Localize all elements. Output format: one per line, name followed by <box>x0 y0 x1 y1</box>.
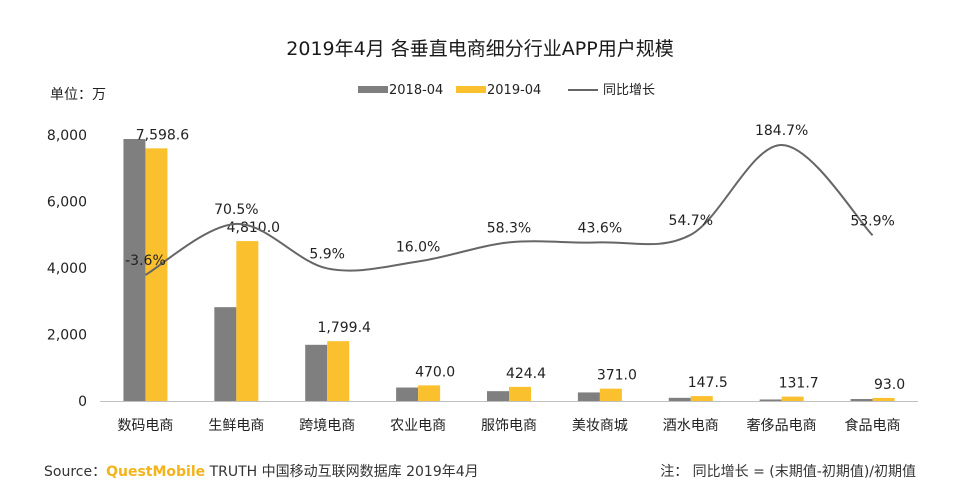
bar-2019-label: 147.5 <box>688 375 728 391</box>
growth-label: 70.5% <box>214 202 258 218</box>
formula-note: 注： 同比增长 = (末期值-初期值)/初期值 <box>660 464 916 480</box>
bar-2019 <box>509 386 531 401</box>
bar-2019-label: 131.7 <box>779 376 819 392</box>
y-tick-label: 8,000 <box>47 128 87 144</box>
source-prefix: Source： <box>44 464 107 480</box>
growth-label: -3.6% <box>125 253 166 269</box>
unit-label: 单位：万 <box>50 87 106 103</box>
bar-2018 <box>487 391 509 401</box>
y-tick-label: 6,000 <box>47 195 87 211</box>
bar-2019-label: 371.0 <box>597 368 637 384</box>
category-label: 奢侈品电商 <box>747 418 817 434</box>
category-label: 食品电商 <box>845 417 901 434</box>
bar-2019-label: 424.4 <box>506 366 546 382</box>
bar-2019 <box>145 148 168 401</box>
bar-2019-label: 470.0 <box>415 364 455 380</box>
category-label: 酒水电商 <box>663 418 719 434</box>
bar-2018 <box>759 399 782 401</box>
bar-2019 <box>236 241 259 401</box>
bar-2018 <box>396 387 419 401</box>
category-label: 跨境电商 <box>299 418 355 434</box>
bar-2018 <box>305 344 328 401</box>
growth-label: 5.9% <box>309 246 345 262</box>
bar-2018 <box>668 397 691 401</box>
legend-label-growth: 同比增长 <box>603 83 655 98</box>
bar-2019-label: 7,598.6 <box>136 127 190 143</box>
legend-swatch-1 <box>358 86 388 93</box>
bar-2019 <box>690 396 713 401</box>
bar-2019 <box>872 397 895 401</box>
bar-2019 <box>781 396 804 401</box>
bar-2018 <box>850 399 873 401</box>
category-label: 服饰电商 <box>481 418 537 434</box>
y-tick-label: 0 <box>78 394 87 410</box>
bar-2019 <box>599 388 622 401</box>
growth-label: 16.0% <box>396 239 440 255</box>
source-brand: QuestMobile <box>106 464 206 480</box>
growth-line <box>144 143 874 276</box>
category-label: 生鲜电商 <box>208 418 264 434</box>
growth-label: 53.9% <box>850 213 894 229</box>
growth-label: 54.7% <box>669 213 713 229</box>
growth-label: 58.3% <box>487 220 531 236</box>
category-label: 美妆商城 <box>572 418 628 434</box>
bar-2018 <box>577 392 600 401</box>
y-tick-label: 4,000 <box>47 261 87 277</box>
source-text: TRUTH 中国移动互联网数据库 2019年4月 <box>205 464 479 480</box>
legend-swatch-2 <box>456 86 486 93</box>
source-footer: Source：QuestMobile TRUTH 中国移动互联网数据库 2019… <box>44 461 479 481</box>
chart-title: 2019年4月 各垂直电商细分行业APP用户规模 <box>286 38 673 60</box>
bar-2018 <box>123 138 146 402</box>
bar-2019-label: 93.0 <box>874 377 905 393</box>
bar-2019 <box>418 385 441 401</box>
legend-label-1: 2018-04 <box>389 83 443 98</box>
legend-label-2: 2019-04 <box>487 83 541 98</box>
bar-2018 <box>214 307 237 401</box>
bar-2019-label: 1,799.4 <box>318 320 372 336</box>
growth-label: 43.6% <box>578 220 622 236</box>
bar-2019 <box>327 341 350 401</box>
category-label: 农业电商 <box>390 418 446 434</box>
y-tick-label: 2,000 <box>47 328 87 344</box>
category-label: 数码电商 <box>117 418 173 434</box>
growth-label: 184.7% <box>755 123 808 139</box>
